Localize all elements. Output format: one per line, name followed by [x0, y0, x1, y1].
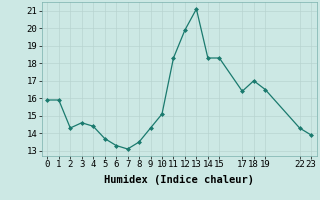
X-axis label: Humidex (Indice chaleur): Humidex (Indice chaleur) — [104, 175, 254, 185]
